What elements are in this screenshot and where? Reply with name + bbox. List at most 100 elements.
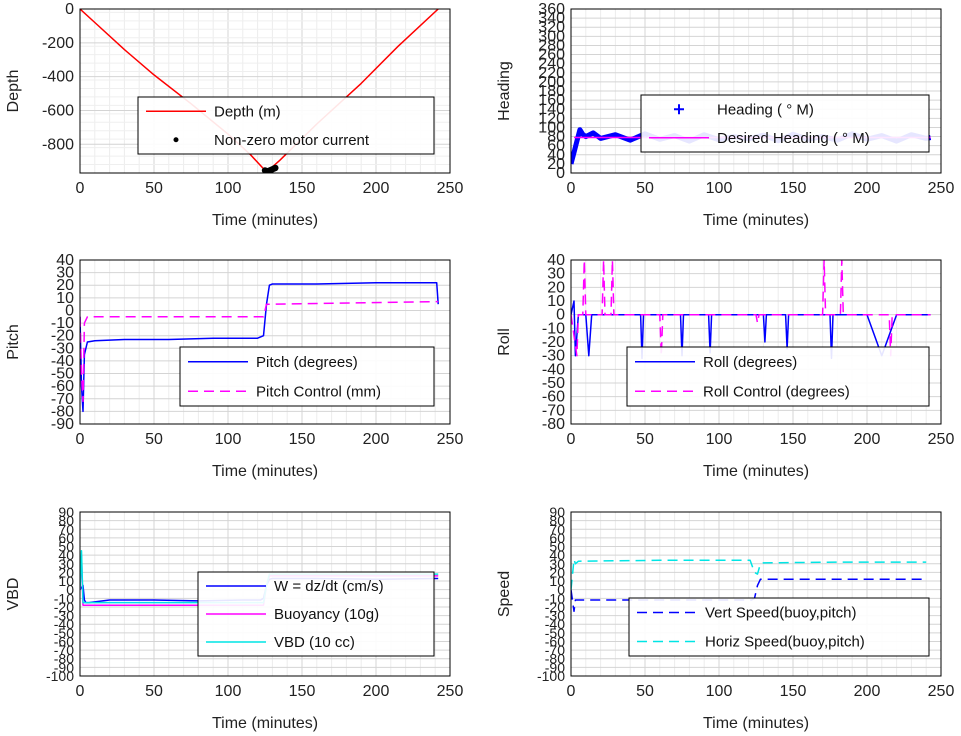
y-tick-label: -10 xyxy=(54,590,74,606)
legend-label: Pitch (degrees) xyxy=(256,354,358,371)
y-tick-label: 60 xyxy=(58,530,74,546)
y-tick-label: -70 xyxy=(51,391,74,408)
y-tick-label: -10 xyxy=(51,315,74,332)
y-tick-label: 80 xyxy=(547,129,565,146)
y-tick-label: 90 xyxy=(58,504,74,520)
y-tick-label: 120 xyxy=(538,110,565,127)
y-tick-label: 40 xyxy=(547,147,565,164)
x-tick-label: 250 xyxy=(928,683,955,700)
y-tick-label: 220 xyxy=(538,65,565,82)
y-tick-label: -60 xyxy=(54,633,74,649)
legend-label: Horiz Speed(buoy,pitch) xyxy=(705,634,865,651)
x-tick-label: 100 xyxy=(215,683,242,700)
axes-frame xyxy=(570,8,942,174)
y-tick-label: 260 xyxy=(538,47,565,64)
x-tick-label: 150 xyxy=(780,683,807,700)
y-tick-label: 0 xyxy=(556,307,565,324)
legend-box xyxy=(137,96,435,155)
x-tick-label: 250 xyxy=(928,431,955,448)
y-tick-label: 20 xyxy=(547,156,565,173)
y-tick-label: 0 xyxy=(66,582,74,598)
x-axis-label: Time (minutes) xyxy=(212,463,318,480)
y-tick-label: -40 xyxy=(51,353,74,370)
y-tick-label: -40 xyxy=(54,616,74,632)
x-tick-label: 0 xyxy=(567,431,576,448)
x-tick-label: 0 xyxy=(567,683,576,700)
y-tick-label: 80 xyxy=(549,513,565,529)
legend-label: Pitch Control (mm) xyxy=(256,383,381,400)
y-tick-label: -30 xyxy=(545,608,565,624)
x-tick-label: 100 xyxy=(215,180,242,197)
y-tick-label: -800 xyxy=(42,136,74,153)
y-tick-label: -80 xyxy=(545,651,565,667)
y-tick-label: 20 xyxy=(58,564,74,580)
y-tick-label: -60 xyxy=(51,378,74,395)
chart-vbd: 0 50 100 150 200 2509080706050403020100-10-20… xyxy=(5,504,463,732)
legend-label: VBD (10 cc) xyxy=(274,634,355,651)
y-tick-label: -50 xyxy=(542,375,565,392)
legend-marker xyxy=(173,137,179,143)
y-tick-label: -40 xyxy=(545,616,565,632)
axes-frame xyxy=(79,511,451,677)
series-line xyxy=(571,300,931,360)
x-tick-label: 50 xyxy=(145,431,163,448)
y-tick-label: 320 xyxy=(538,19,565,36)
legend-label: Buoyancy (10g) xyxy=(274,606,379,623)
x-axis-label: Time (minutes) xyxy=(703,463,809,480)
y-tick-label: -40 xyxy=(542,361,565,378)
x-tick-label: 250 xyxy=(437,180,464,197)
y-tick-label: 0 xyxy=(65,302,74,319)
y-tick-label: 140 xyxy=(538,101,565,118)
series-line xyxy=(571,260,931,357)
y-tick-label: 30 xyxy=(58,556,74,572)
y-tick-label: -100 xyxy=(537,668,565,684)
y-tick-label: -600 xyxy=(42,102,74,119)
x-tick-label: 0 xyxy=(76,431,85,448)
x-tick-label: 50 xyxy=(145,683,163,700)
legend-label: W = dz/dt (cm/s) xyxy=(274,578,384,595)
axes-frame xyxy=(79,8,451,174)
x-tick-label: 200 xyxy=(363,683,390,700)
axes-frame xyxy=(570,259,942,425)
y-tick-label: -70 xyxy=(545,642,565,658)
y-tick-label: -200 xyxy=(42,35,74,52)
y-tick-label: -60 xyxy=(545,633,565,649)
x-tick-label: 100 xyxy=(706,180,733,197)
y-tick-label: 50 xyxy=(58,539,74,555)
y-tick-label: 240 xyxy=(538,56,565,73)
chart-pitch: 0 50 100 150 200 250403020100-10-20-30-40-50-… xyxy=(5,252,463,480)
x-axis-label: Time (minutes) xyxy=(212,212,318,229)
legend-label: Roll (degrees) xyxy=(703,354,797,371)
y-axis-label: Roll xyxy=(496,328,513,356)
legend-label: Roll Control (degrees) xyxy=(703,383,850,400)
x-tick-label: 100 xyxy=(215,431,242,448)
y-tick-label: 0 xyxy=(65,1,74,18)
y-tick-label: -100 xyxy=(46,668,74,684)
x-tick-label: 150 xyxy=(289,180,316,197)
chart-roll: 0 50 100 150 200 250403020100-10-20-30-40-50-… xyxy=(496,252,954,480)
y-tick-label: 30 xyxy=(547,266,565,283)
y-tick-label: -50 xyxy=(51,366,74,383)
legend-label: Depth (m) xyxy=(214,103,281,120)
x-tick-label: 200 xyxy=(854,180,881,197)
x-axis-label: Time (minutes) xyxy=(703,212,809,229)
y-tick-label: 10 xyxy=(549,573,565,589)
y-tick-label: 40 xyxy=(58,547,74,563)
y-tick-label: 200 xyxy=(538,74,565,91)
y-tick-label: 360 xyxy=(538,1,565,18)
y-tick-label: -400 xyxy=(42,69,74,86)
x-tick-label: 50 xyxy=(145,180,163,197)
y-tick-label: 80 xyxy=(58,513,74,529)
x-tick-label: 100 xyxy=(706,683,733,700)
y-tick-label: 340 xyxy=(538,10,565,27)
x-tick-label: 0 xyxy=(76,683,85,700)
x-tick-label: 0 xyxy=(76,180,85,197)
x-tick-label: 150 xyxy=(289,431,316,448)
legend-box xyxy=(628,597,930,657)
y-axis-label: Heading xyxy=(496,61,513,121)
y-tick-label: -30 xyxy=(51,340,74,357)
chart-depth: 0 50 100 150 200 250 0 -200 -400 -600 -800 Time (mi… xyxy=(5,1,463,229)
y-tick-label: 40 xyxy=(56,252,74,269)
y-tick-label: 160 xyxy=(538,92,565,109)
y-tick-label: 280 xyxy=(538,37,565,54)
